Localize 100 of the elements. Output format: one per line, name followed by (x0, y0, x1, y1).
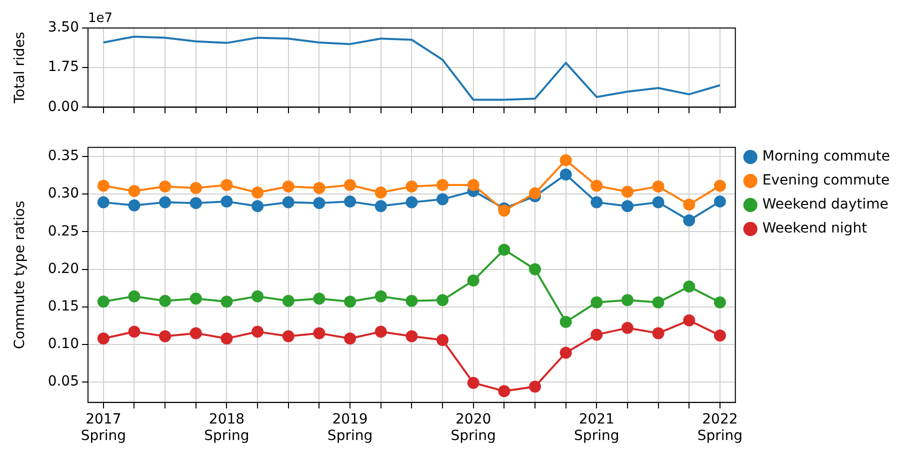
point (528, 380, 541, 393)
point (621, 322, 634, 334)
point (683, 198, 696, 211)
point (714, 329, 726, 342)
point (406, 294, 418, 307)
point (159, 180, 172, 193)
point (220, 196, 233, 208)
y-tick-label: 1.75 (48, 59, 79, 76)
point (467, 179, 480, 192)
point (252, 290, 264, 302)
point (344, 296, 356, 308)
point (313, 327, 326, 340)
point (282, 294, 294, 307)
point (128, 290, 140, 302)
x-tick-label: 2019 Spring (327, 411, 373, 444)
point (436, 193, 449, 206)
point (374, 186, 387, 199)
text: 1e7 (88, 10, 113, 26)
point (406, 196, 418, 208)
point (652, 180, 664, 193)
y-tick-label: 0.35 (48, 148, 79, 164)
x-tick-label: 2020 Spring (450, 411, 496, 444)
x-tick-label: 2021 Spring (574, 411, 620, 444)
point (128, 185, 140, 198)
point (560, 316, 572, 328)
point (683, 214, 696, 226)
point (374, 326, 387, 338)
point (190, 182, 202, 194)
point (714, 180, 726, 192)
point (97, 196, 110, 208)
point (252, 200, 264, 212)
legend-label: Weekend daytime (762, 196, 888, 213)
point (313, 182, 326, 194)
y-tick-label: 0.05 (48, 374, 79, 390)
x-tick-label: 2017 Spring (80, 411, 126, 444)
y-tick-label: 0.20 (48, 260, 79, 277)
point (652, 196, 664, 208)
point (683, 314, 696, 326)
point (467, 274, 480, 287)
point (252, 186, 264, 199)
point (313, 197, 326, 210)
point (498, 244, 510, 256)
point (590, 196, 603, 208)
point (190, 197, 202, 210)
y-tick-label: 0.00 (48, 98, 79, 115)
point (220, 179, 233, 192)
point (344, 332, 356, 344)
point (436, 294, 449, 306)
point (97, 332, 110, 344)
point (97, 296, 110, 308)
x-tick-label: 2022 Spring (697, 411, 743, 444)
y-axis-title: Total rides (12, 32, 28, 104)
point (374, 200, 387, 212)
point (436, 334, 449, 346)
point (190, 327, 202, 340)
y-tick-label: 0.25 (48, 223, 79, 240)
point (560, 154, 572, 166)
x-tick-label: 2018 Spring (204, 411, 250, 444)
point (436, 179, 449, 192)
y-axis-title: Commute type ratios (12, 200, 28, 350)
point (344, 179, 356, 192)
point (406, 330, 418, 342)
point (128, 326, 140, 338)
y-tick-label: 0.30 (48, 186, 79, 202)
point (498, 385, 510, 398)
point (128, 199, 140, 212)
point (621, 200, 634, 212)
point (590, 296, 603, 308)
legend-label: Morning commute (762, 148, 890, 165)
point (467, 376, 480, 389)
point (560, 346, 572, 359)
point (282, 330, 294, 342)
point (159, 330, 172, 342)
point (714, 296, 726, 308)
legend-label: Evening commute (762, 172, 890, 189)
point (220, 296, 233, 308)
point (313, 292, 326, 305)
point (560, 168, 572, 180)
point (590, 328, 603, 341)
point (714, 196, 726, 208)
point (590, 180, 603, 192)
point (652, 327, 664, 340)
legend-label: Weekend night (762, 220, 868, 237)
point (406, 180, 418, 193)
point (652, 296, 664, 308)
point (159, 294, 172, 307)
point (344, 196, 356, 208)
point (282, 196, 294, 208)
point (374, 290, 387, 302)
point (159, 196, 172, 208)
point (282, 180, 294, 193)
point (97, 180, 110, 192)
point (528, 263, 541, 276)
y-tick-label: 0.15 (48, 298, 79, 315)
point (190, 292, 202, 305)
point (498, 204, 510, 217)
point (621, 186, 634, 198)
point (621, 294, 634, 306)
y-tick-label: 0.10 (48, 336, 79, 352)
point (683, 280, 696, 293)
